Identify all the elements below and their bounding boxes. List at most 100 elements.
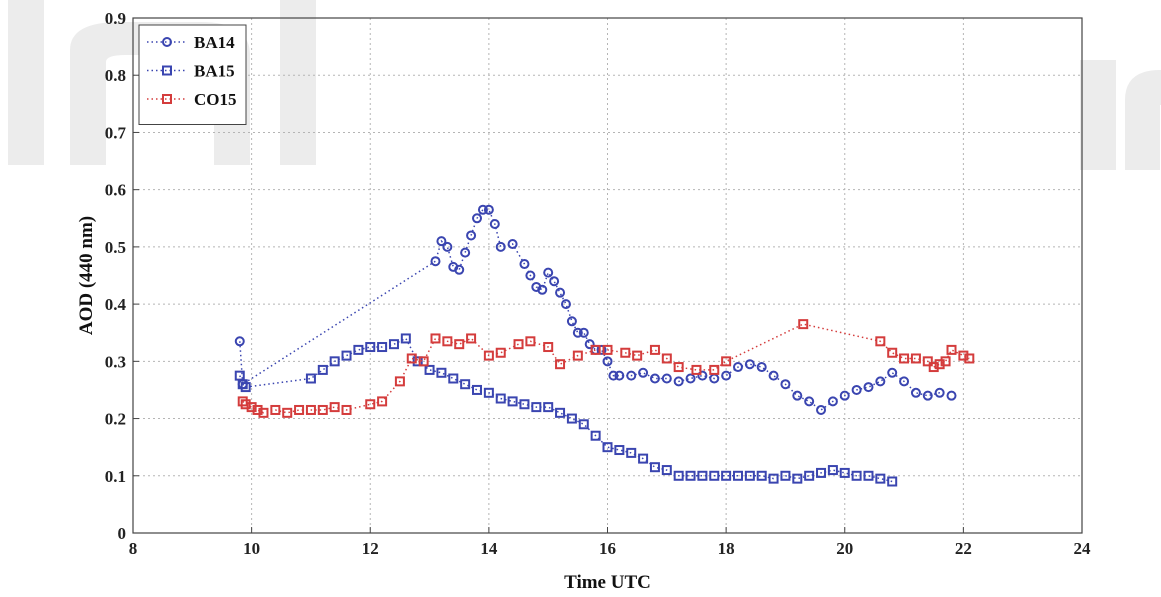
data-point	[661, 373, 672, 384]
data-point	[436, 367, 447, 378]
data-point	[543, 342, 554, 353]
data-point	[673, 362, 684, 373]
data-point	[495, 241, 506, 252]
y-axis-title: AOD (440 nm)	[76, 216, 97, 335]
data-point	[673, 470, 684, 481]
data-point	[162, 37, 172, 47]
legend-entry-co15: CO15	[147, 90, 237, 109]
y-tick-label: 0.3	[105, 352, 126, 371]
data-point	[549, 276, 560, 287]
data-point	[454, 264, 465, 275]
y-tick-label: 0.5	[105, 238, 126, 257]
data-point	[388, 339, 399, 350]
data-point	[483, 387, 494, 398]
data-point	[472, 384, 483, 395]
data-point	[875, 336, 886, 347]
data-point	[839, 467, 850, 478]
data-point	[863, 470, 874, 481]
data-point	[237, 396, 248, 407]
data-point	[721, 470, 732, 481]
data-point	[507, 239, 518, 250]
data-point	[685, 373, 696, 384]
data-point	[537, 284, 548, 295]
data-point	[377, 342, 388, 353]
data-point	[709, 470, 720, 481]
data-point	[946, 344, 957, 355]
data-point	[922, 356, 933, 367]
data-point	[816, 404, 827, 415]
data-point	[910, 353, 921, 364]
data-point	[661, 353, 672, 364]
data-point	[964, 353, 975, 364]
plot-frame	[132, 17, 1083, 534]
data-point	[709, 364, 720, 375]
data-point	[531, 402, 542, 413]
data-point	[543, 402, 554, 413]
data-point	[756, 470, 767, 481]
y-tick-label: 0.1	[105, 467, 126, 486]
data-point	[697, 370, 708, 381]
data-point	[946, 390, 957, 401]
data-point	[240, 382, 251, 393]
x-tick-label: 24	[1074, 539, 1092, 558]
data-point	[578, 327, 589, 338]
data-point	[365, 342, 376, 353]
data-point	[430, 256, 441, 267]
data-point	[804, 470, 815, 481]
data-point	[910, 387, 921, 398]
data-point	[237, 379, 248, 390]
data-point	[555, 359, 566, 370]
data-point	[353, 344, 364, 355]
data-point	[875, 376, 886, 387]
series-ba15	[234, 333, 898, 487]
data-point	[294, 404, 305, 415]
data-point	[424, 364, 435, 375]
y-tick-label: 0.8	[105, 66, 126, 85]
data-point	[732, 362, 743, 373]
series-co15	[237, 319, 975, 418]
data-point	[258, 407, 269, 418]
y-axis-ticks: 0 0.1 0.2 0.3 0.4 0.5 0.6 0.7 0.8 0.9	[105, 9, 139, 543]
data-point	[887, 476, 898, 487]
data-point	[602, 344, 613, 355]
x-axis-title: Time UTC	[564, 572, 651, 593]
data-point	[798, 319, 809, 330]
data-point	[863, 382, 874, 393]
data-point	[928, 362, 939, 373]
data-point	[519, 399, 530, 410]
data-point	[460, 247, 471, 258]
series-layer	[234, 204, 975, 487]
data-point	[513, 339, 524, 350]
data-point	[566, 413, 577, 424]
data-point	[620, 347, 631, 358]
data-point	[240, 399, 251, 410]
data-point	[472, 213, 483, 224]
data-point	[489, 219, 500, 229]
legend-label: BA14	[194, 33, 235, 52]
y-tick-label: 0.9	[105, 9, 126, 28]
y-tick-label: 0	[118, 524, 127, 543]
data-point	[162, 94, 172, 104]
data-point	[282, 407, 293, 418]
data-point	[572, 327, 583, 338]
data-point	[685, 470, 696, 481]
data-point	[804, 396, 815, 407]
data-point	[608, 370, 619, 381]
y-tick-label: 0.6	[105, 181, 126, 200]
data-point	[466, 230, 477, 241]
data-point	[460, 379, 471, 390]
series-ba14	[234, 204, 957, 415]
data-point	[756, 362, 767, 373]
data-point	[543, 267, 554, 278]
data-point	[430, 333, 441, 344]
gridlines	[133, 18, 1082, 533]
data-point	[614, 445, 625, 456]
data-point	[477, 204, 488, 215]
data-point	[638, 453, 649, 464]
data-point	[649, 344, 660, 355]
data-point	[436, 236, 447, 247]
data-point	[697, 470, 708, 481]
data-point	[768, 473, 779, 484]
data-point	[394, 376, 405, 387]
